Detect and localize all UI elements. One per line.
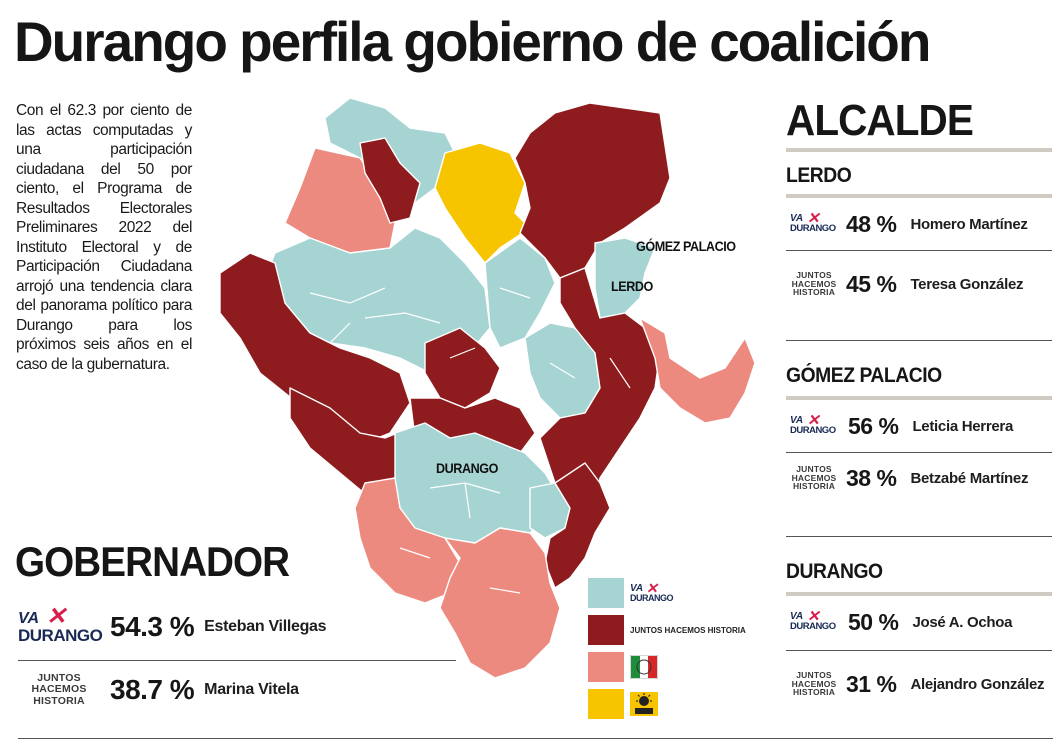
gomez-candidate-juntos: Betzabé Martínez [910,469,1029,487]
va-por-durango-logo: VA ✕ DURANGO [790,412,836,437]
durango-pct-va: 50 % [848,608,899,635]
region-gomez-palacio [594,237,656,319]
va-por-durango-logo: VA ✕ DURANGO [790,210,836,235]
map-label-lerdo: LERDO [611,278,653,294]
gobernador-candidate-va: Esteban Villegas [204,618,327,635]
alcalde-title: ALCALDE [786,96,974,145]
city-rule-durango [786,592,1052,596]
map-legend: VA ✕ DURANGO JUNTOS HACEMOS HISTORIA [588,575,768,723]
region-yellow-prd [434,142,531,264]
legend-swatch-teal [588,578,624,608]
gomez-row-juntos: JUNTOS HACEMOS HISTORIA 38 % Betzabé Mar… [786,457,1029,499]
gomez-pct-juntos: 38 % [846,464,897,491]
city-title-lerdo: LERDO [786,164,852,187]
region-east-salmon [639,317,756,424]
va-por-durango-logo: VA ✕ DURANGO [790,608,836,633]
lerdo-divider [786,250,1052,251]
legend-juntos: JUNTOS HACEMOS HISTORIA [588,612,768,648]
durango-row-juntos: JUNTOS HACEMOS HISTORIA 31 % Alejandro G… [786,663,1045,705]
lerdo-candidate-juntos: Teresa González [910,275,1024,293]
region-south-red [544,462,611,589]
durango-candidate-va: José A. Ochoa [912,613,1013,631]
va-por-durango-logo: VA ✕ DURANGO [18,602,103,645]
gobernador-row-juntos: JUNTOS HACEMOS HISTORIA 38.7 % Marina Vi… [18,667,299,713]
map-label-gomez-palacio: GÓMEZ PALACIO [636,238,736,254]
juntos-hacemos-historia-logo: JUNTOS HACEMOS HISTORIA [791,669,837,698]
juntos-hacemos-historia-logo: JUNTOS HACEMOS HISTORIA [791,463,837,492]
gobernador-row-va: VA ✕ DURANGO 54.3 % Esteban Villegas [18,602,327,650]
gomez-pct-va: 56 % [848,412,899,439]
lerdo-candidate-va: Homero Martínez [910,215,1028,233]
durango-divider [786,650,1052,651]
border-lines [309,287,631,594]
legend-swatch-yellow [588,689,624,719]
gobernador-candidate-juntos: Marina Vitela [204,681,299,698]
gobernador-pct-va: 54.3 % [110,611,195,642]
gomez-candidate-va: Leticia Herrera [912,417,1013,435]
va-por-durango-logo: VA ✕ DURANGO [630,579,674,603]
headline: Durango perfila gobierno de coalición [14,10,931,73]
bottom-divider [18,738,1053,739]
gomez-bottom-divider [786,536,1052,537]
gobernador-pct-juntos: 38.7 % [110,674,195,705]
city-title-durango: DURANGO [786,560,883,583]
lerdo-bottom-divider [786,340,1052,341]
region-nw-red [359,137,421,224]
gobernador-divider [18,660,456,661]
lerdo-row-juntos: JUNTOS HACEMOS HISTORIA 45 % Teresa Gonz… [786,263,1024,305]
juntos-hacemos-historia-label: JUNTOS HACEMOS HISTORIA [630,625,746,635]
durango-pct-juntos: 31 % [846,670,897,697]
map-label-durango: DURANGO [436,460,498,476]
gobernador-title: GOBERNADOR [15,538,290,585]
durango-municipalities-map: GÓMEZ PALACIO LERDO DURANGO [200,88,780,708]
region-center-teal [484,237,556,349]
durango-candidate-juntos: Alejandro González [910,675,1045,693]
durango-row-va: VA ✕ DURANGO 50 % José A. Ochoa [790,602,1012,642]
intro-paragraph: Con el 62.3 por ciento de las actas comp… [16,102,192,373]
lerdo-row-va: VA ✕ DURANGO 48 % Homero Martínez [790,204,1028,244]
region-west-red [219,252,411,444]
gomez-divider [786,452,1052,453]
legend-pri [588,649,768,685]
city-rule-gomez-palacio [786,396,1052,400]
juntos-hacemos-historia-logo: JUNTOS HACEMOS HISTORIA [31,672,87,707]
juntos-hacemos-historia-logo: JUNTOS HACEMOS HISTORIA [791,269,837,298]
city-title-gomez-palacio: GÓMEZ PALACIO [786,364,942,387]
legend-prd [588,686,768,722]
legend-swatch-red [588,615,624,645]
gomez-row-va: VA ✕ DURANGO 56 % Leticia Herrera [790,406,1013,446]
region-center-red [424,327,501,409]
prd-logo-icon [630,692,658,716]
lerdo-pct-juntos: 45 % [846,270,897,297]
city-rule-lerdo [786,194,1052,198]
legend-swatch-salmon [588,652,624,682]
lerdo-pct-va: 48 % [846,210,897,237]
region-south-salmon [439,527,561,679]
map-svg [219,97,756,679]
alcalde-title-rule [786,148,1052,152]
legend-va-por-durango: VA ✕ DURANGO [588,575,768,611]
pri-logo-icon [629,654,659,680]
